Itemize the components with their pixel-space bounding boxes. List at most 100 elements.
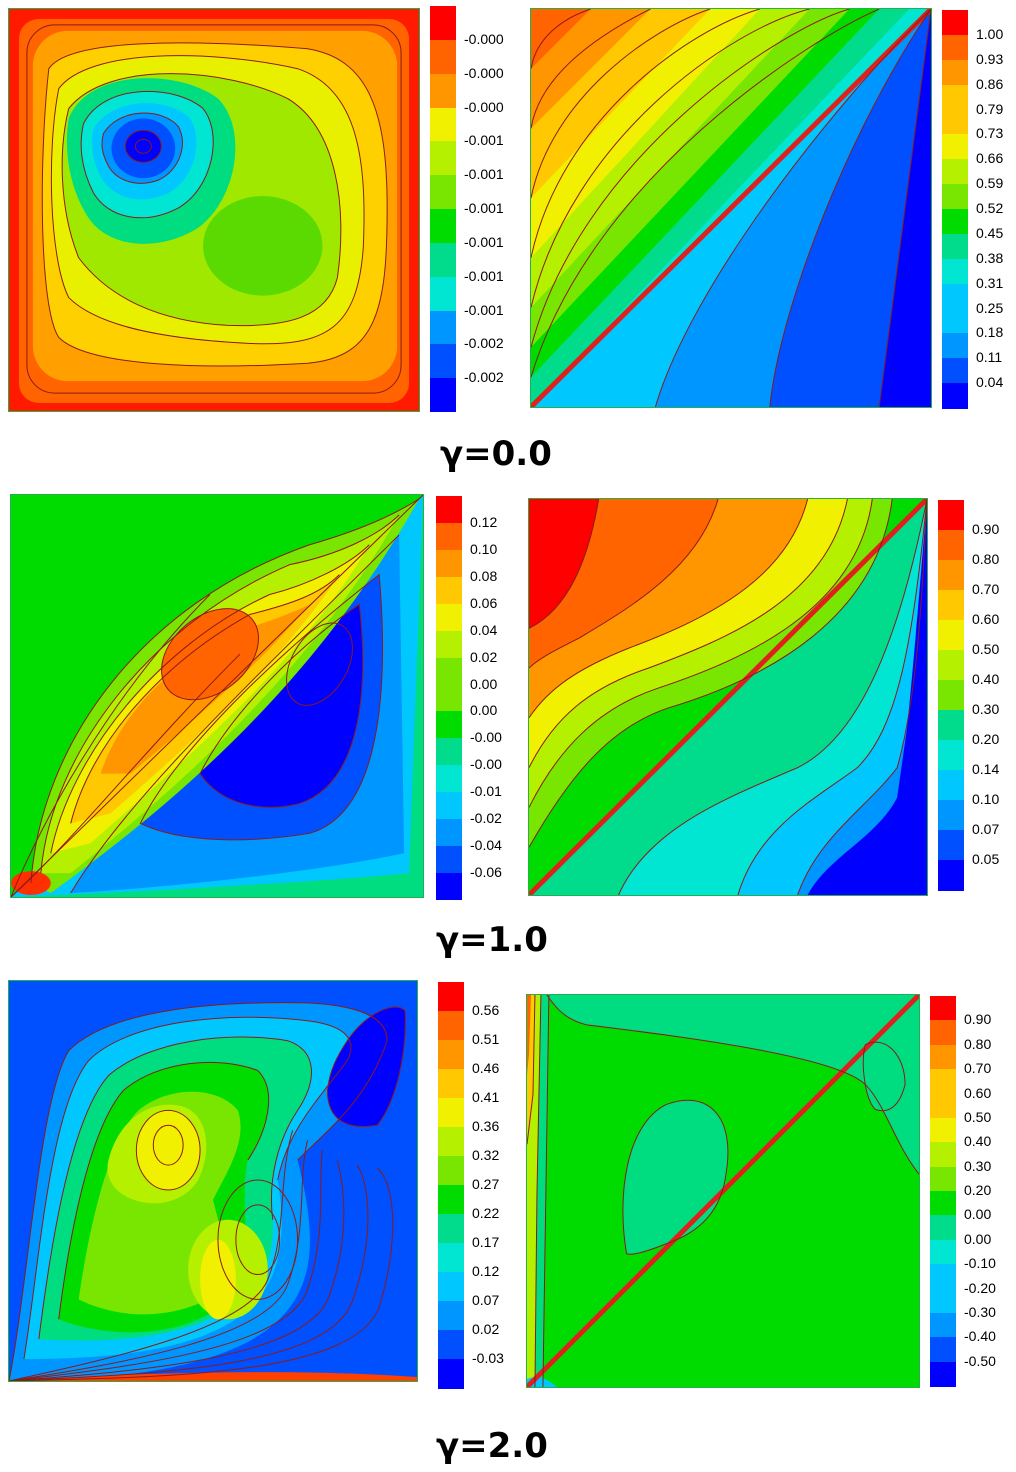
colorbar-tick-label: 0.70 [972, 581, 1000, 597]
colorbar-segment [436, 603, 462, 632]
colorbar-segment [438, 1098, 464, 1128]
colorbar-tick-label: -0.00 [470, 729, 502, 746]
colorbar-segment [930, 1312, 956, 1338]
colorbar-tick-label: 0.10 [972, 791, 1000, 807]
colorbar-tick-label: 0.45 [976, 224, 1004, 241]
colorbar-tick-label: 0.80 [964, 1035, 992, 1052]
colorbar-tick-label: 0.20 [972, 731, 1000, 747]
colorbar-right-3: 0.90 0.80 0.70 0.60 0.50 0.40 0.30 0.20 0.00 0.00… [930, 996, 996, 1387]
colorbar-tick-label: 0.11 [976, 349, 1003, 366]
colorbar-segment [930, 1142, 956, 1168]
colorbar-tick-label: 0.56 [472, 1002, 500, 1018]
colorbar-segment [942, 283, 968, 309]
colorbar-left-3: 0.56 0.51 0.46 0.41 0.36 0.32 0.27 0.22 0.17 0.12… [438, 982, 504, 1389]
colorbar-tick-label: 0.31 [976, 274, 1004, 291]
colorbar-tick-label: -0.002 [464, 335, 504, 352]
colorbar-tick-label: -0.00 [470, 756, 502, 773]
colorbar-tick-label: -0.001 [464, 301, 504, 318]
colorbar-tick-label: -0.000 [464, 64, 504, 81]
colorbar-segment [942, 209, 968, 235]
colorbar-segment [942, 84, 968, 110]
colorbar-segment [938, 740, 964, 771]
colorbar-tick-label: -0.30 [964, 1303, 996, 1320]
colorbar-segment [942, 308, 968, 334]
colorbar-segment [430, 107, 456, 142]
colorbar-segment [430, 39, 456, 75]
colorbar-segment [436, 522, 462, 551]
colorbar-segment [438, 1011, 464, 1041]
colorbar-segment [938, 800, 964, 831]
colorbar-tick-label: 0.18 [976, 324, 1004, 341]
colorbar-segment [942, 383, 968, 409]
colorbar-segment [930, 1264, 956, 1289]
colorbar-segment [430, 209, 456, 244]
colorbar-tick-label: 0.93 [976, 50, 1004, 67]
colorbar-tick-label: 0.50 [964, 1108, 992, 1125]
gamma-caption-1: γ=0.0 [440, 434, 552, 474]
colorbar-segment [930, 1093, 956, 1119]
colorbar-segment [930, 1361, 956, 1387]
colorbar-segment [938, 650, 964, 681]
colorbar-tick-label: 0.90 [972, 521, 1000, 537]
colorbar-tick-label: 0.36 [472, 1118, 500, 1134]
colorbar-segment [430, 175, 456, 210]
colorbar-segment [942, 159, 968, 185]
colorbar-tick-label: 0.20 [964, 1182, 992, 1198]
colorbar-tick-label: 0.46 [472, 1060, 500, 1076]
colorbar-segment [436, 496, 462, 524]
colorbar-tick-label: 0.90 [964, 1011, 992, 1028]
colorbar-tick-label: 0.30 [964, 1157, 992, 1174]
colorbar-segment [436, 819, 462, 847]
colorbar-segment [930, 1069, 956, 1094]
colorbar-segment [436, 765, 462, 793]
colorbar-segment [436, 684, 462, 712]
colorbar-segment [438, 1330, 464, 1360]
temperature-plot-2 [528, 498, 928, 896]
colorbar-left-2: 0.12 0.10 0.08 0.06 0.04 0.02 0.00 0.00 -0.00 -0.… [436, 496, 502, 901]
colorbar-segment [938, 500, 964, 531]
colorbar-tick-label: 0.07 [472, 1292, 500, 1308]
colorbar-right-2: 0.90 0.80 0.70 0.60 0.50 0.40 0.30 0.20 0.14 0.10… [938, 500, 999, 891]
colorbar-tick-label: 0.79 [976, 100, 1004, 117]
colorbar-tick-label: -0.06 [470, 864, 502, 881]
colorbar-segment [930, 1117, 956, 1143]
colorbar-segment [430, 310, 456, 345]
colorbar-segment [938, 620, 964, 651]
colorbar-tick-label: -0.002 [464, 369, 504, 386]
colorbar-segment [438, 1185, 464, 1215]
colorbar-segment [436, 576, 462, 605]
gamma-caption-3: γ=2.0 [436, 1426, 548, 1466]
colorbar-tick-label: 0.17 [472, 1234, 500, 1250]
colorbar-segment [942, 233, 968, 260]
colorbar-tick-label: -0.40 [964, 1328, 996, 1345]
colorbar-segment [438, 1214, 464, 1244]
colorbar-tick-label: 0.50 [972, 641, 1000, 657]
colorbar-segment [436, 792, 462, 820]
colorbar-segment [438, 1272, 464, 1302]
colorbar-tick-label: 0.60 [972, 611, 1000, 627]
colorbar-right-1: 1.00 0.93 0.86 0.79 0.73 0.66 0.59 0.52 0.45 0.38… [942, 10, 1003, 409]
colorbar-tick-label: 0.00 [470, 675, 498, 692]
colorbar-tick-label: 0.10 [470, 540, 498, 557]
colorbar-segment [930, 1020, 956, 1046]
colorbar-segment [930, 996, 956, 1021]
colorbar-segment [430, 242, 456, 278]
colorbar-tick-label: -0.000 [464, 98, 504, 115]
colorbar-tick-label: -0.04 [470, 837, 502, 854]
colorbar-segment [930, 1044, 956, 1070]
colorbar-tick-label: -0.01 [470, 783, 502, 800]
colorbar-tick-label: -0.001 [464, 132, 504, 149]
colorbar-segment [930, 1191, 956, 1216]
colorbar-tick-label: -0.000 [464, 30, 504, 47]
colorbar-segment [930, 1337, 956, 1363]
colorbar-tick-label: 0.66 [976, 150, 1004, 167]
colorbar-tick-label: -0.50 [964, 1352, 996, 1369]
colorbar-segment [430, 344, 456, 379]
colorbar-segment [942, 109, 968, 135]
colorbar-tick-label: -0.001 [464, 233, 504, 250]
colorbar-tick-label: -0.001 [464, 166, 504, 183]
colorbar-tick-label: 1.00 [976, 25, 1004, 42]
colorbar-segment [430, 6, 456, 41]
colorbar-segment [436, 630, 462, 659]
colorbar-tick-label: 0.22 [472, 1205, 500, 1221]
